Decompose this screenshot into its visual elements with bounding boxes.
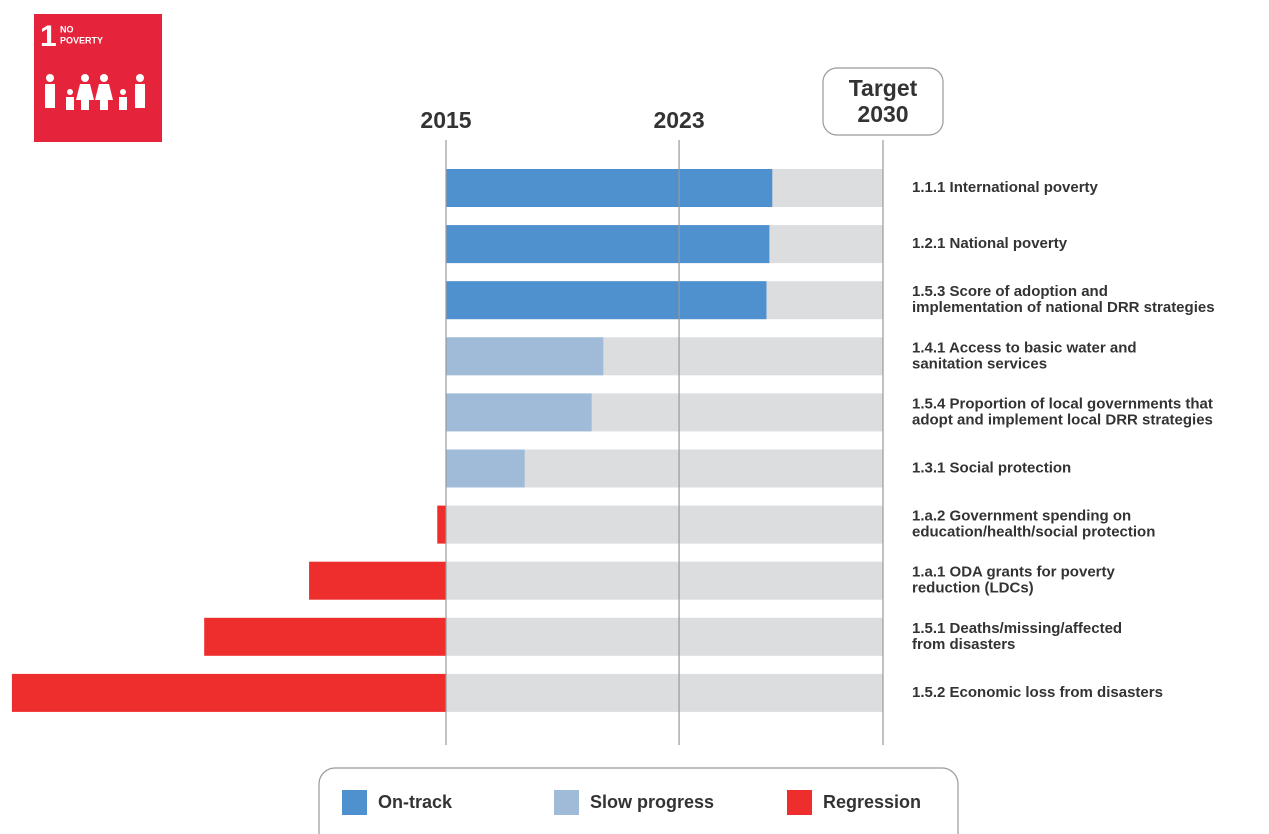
bar xyxy=(446,337,604,376)
bar xyxy=(446,169,773,207)
category-label: from disasters xyxy=(912,636,1015,653)
badge-number: 1 xyxy=(40,20,57,53)
legend-swatch xyxy=(787,790,812,815)
legend-label: Slow progress xyxy=(590,792,714,812)
bar xyxy=(446,281,767,320)
category-label: 1.1.1 International poverty xyxy=(912,179,1099,196)
bar xyxy=(11,673,447,712)
category-label: 1.a.2 Government spending on xyxy=(912,508,1131,525)
legend-swatch xyxy=(342,790,367,815)
category-label: reduction (LDCs) xyxy=(912,580,1034,597)
legend-label: On-track xyxy=(378,792,453,812)
legend-box xyxy=(318,767,959,834)
category-label: 1.3.1 Social protection xyxy=(912,459,1071,476)
category-label: 1.5.2 Economic loss from disasters xyxy=(912,684,1163,701)
category-label: 1.a.1 ODA grants for poverty xyxy=(912,564,1115,581)
bar xyxy=(204,617,446,656)
category-label: sanitation services xyxy=(912,355,1047,372)
badge-icon xyxy=(45,74,145,110)
category-label: 1.5.3 Score of adoption and xyxy=(912,283,1108,300)
category-label: 1.5.4 Proportion of local governments th… xyxy=(912,395,1213,412)
bar xyxy=(309,561,446,600)
category-label: 1.2.1 National poverty xyxy=(912,235,1068,252)
badge-text: POVERTY xyxy=(60,35,103,45)
badge-text: NO xyxy=(60,24,74,34)
category-label: adopt and implement local DRR strategies xyxy=(912,411,1213,428)
legend-label: Regression xyxy=(823,792,921,812)
category-label: education/health/social protection xyxy=(912,524,1155,541)
x-tick-label: 2023 xyxy=(653,107,704,133)
legend-swatch xyxy=(554,790,579,815)
bar xyxy=(446,393,592,432)
x-tick-label: 2015 xyxy=(420,107,471,133)
category-label: 1.5.1 Deaths/missing/affected xyxy=(912,620,1122,637)
track xyxy=(446,673,883,712)
track xyxy=(446,561,883,600)
category-label: implementation of national DRR strategie… xyxy=(912,299,1215,316)
track xyxy=(446,505,883,544)
bar xyxy=(437,505,446,544)
bar xyxy=(446,449,525,488)
target-box xyxy=(822,67,944,136)
bar xyxy=(446,225,770,264)
track xyxy=(446,617,883,656)
category-label: 1.4.1 Access to basic water and xyxy=(912,339,1137,356)
x-tick-label: 2030 xyxy=(857,101,908,127)
target-label: Target xyxy=(849,75,918,101)
